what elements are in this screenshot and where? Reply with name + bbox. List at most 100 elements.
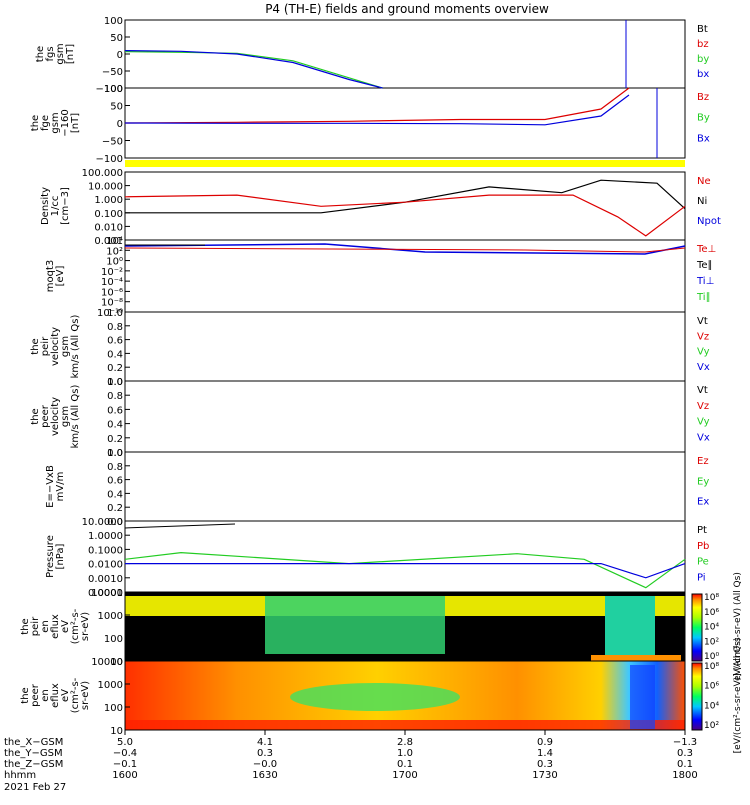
- x-tick-label: 0.3: [677, 748, 693, 759]
- legend-density-Ni: Ni: [697, 196, 707, 207]
- y-axis-label-peer_spec: eflux: [50, 683, 61, 708]
- panel-frame-density: [124, 171, 686, 241]
- y-axis-label-peer_spec: eV: [60, 689, 71, 702]
- x-tick-label: 1700: [392, 770, 417, 781]
- panel-frame-efield: [124, 451, 686, 522]
- colorbar-peer-tick: 10⁸: [704, 662, 719, 672]
- x-tick-label: 0.3: [537, 759, 553, 770]
- legend-fgs-bx: bx: [697, 69, 709, 80]
- y-axis-label-peer_vel: velocity: [50, 397, 61, 436]
- legend-peer_vel-Vx: Vx: [697, 432, 710, 443]
- series-line-fge-Bz: [124, 87, 630, 124]
- y-axis-label-fge: fge: [40, 115, 51, 131]
- y-axis-label-pressure: Pressure: [45, 535, 56, 578]
- legend-fgs-by: by: [697, 54, 709, 65]
- y-tick-label-peir_vel: 1.0: [107, 308, 123, 319]
- series-line-pressure-Pi: [125, 562, 686, 579]
- colorbar-peir-tick: 10²: [704, 637, 719, 647]
- y-tick-label-temp: 10⁴: [106, 236, 123, 247]
- y-tick-label-pressure: 0.0100: [88, 560, 123, 571]
- series-line-pressure-Pt: [124, 523, 236, 529]
- y-tick-label-peer_vel: 0.2: [107, 434, 123, 445]
- legend-temp-Ti∥: Ti∥: [696, 292, 711, 303]
- y-axis-label-peer_vel: the: [30, 408, 41, 424]
- y-tick-label-fge: 50: [110, 102, 123, 113]
- y-tick-label-temp: 10⁻²: [101, 267, 123, 278]
- x-tick-label: 1600: [112, 770, 137, 781]
- x-tick-label: 0.1: [677, 759, 693, 770]
- y-axis-label-density: Density: [40, 187, 51, 225]
- legend-fge-By: By: [697, 113, 710, 124]
- series-line-fgs-by: [124, 51, 383, 89]
- legend-fgs-Bt: Bt: [697, 24, 708, 35]
- y-tick-label-peir_vel: 0.6: [107, 336, 123, 347]
- y-axis-label-peir_spec: en: [40, 620, 51, 633]
- y-axis-label-peir_vel: km/s (All Qs): [70, 315, 81, 379]
- colorbar-peir-tick: 10⁶: [704, 608, 719, 618]
- panel-frame-peer_vel: [124, 380, 686, 453]
- legend-peer_vel-Vz: Vz: [697, 401, 709, 412]
- peer-spectrogram-cusp-region: [630, 665, 655, 729]
- y-axis-label-peir_spec: the: [20, 618, 31, 634]
- legend-peir_vel-Vy: Vy: [697, 347, 710, 358]
- series-line-temp-Te: [124, 247, 686, 253]
- series-line-density-Ne: [124, 194, 686, 237]
- y-axis-label-fge: gsm: [50, 112, 61, 133]
- y-axis-label-density: [cm−3]: [60, 187, 71, 225]
- y-tick-label-temp: 10⁻⁸: [101, 298, 123, 309]
- y-axis-label-fgs: [nT]: [65, 44, 76, 64]
- colorbar-peir-tick: 10⁴: [704, 623, 719, 633]
- y-axis-label-fge: −160: [60, 109, 71, 136]
- y-tick-label-peir_vel: 0.4: [107, 349, 123, 360]
- y-axis-label-fge: [nT]: [70, 113, 81, 133]
- legend-peir_vel-Vz: Vz: [697, 331, 709, 342]
- y-tick-label-density: 0.100: [94, 209, 123, 220]
- x-tick-label: 2.8: [397, 737, 413, 748]
- y-tick-label-efield: 1.0: [107, 448, 123, 459]
- y-tick-label-peer_spec: 10: [110, 726, 123, 737]
- y-axis-label-temp: [eV]: [55, 266, 66, 287]
- plot-title: P4 (TH-E) fields and ground moments over…: [265, 2, 549, 16]
- y-tick-label-pressure: 0.0010: [88, 574, 123, 585]
- series-line-fgs-bx: [124, 50, 383, 89]
- y-axis-label-density: 1/cc: [50, 196, 61, 217]
- colorbar-peir-tick: 10⁸: [704, 593, 719, 603]
- peir-spectrogram-cusp-region: [605, 596, 655, 660]
- y-axis-label-peer_spec: peer: [30, 683, 41, 707]
- y-axis-label-peir_spec: eflux: [50, 614, 61, 639]
- y-axis-label-peer_spec: (cm²-s-: [70, 677, 81, 713]
- peer-spectrogram-low-energy-band: [125, 720, 685, 730]
- legend-peer_vel-Vy: Vy: [697, 417, 710, 428]
- x-tick-label: 0.3: [257, 748, 273, 759]
- y-axis-label-peir_vel: gsm: [60, 336, 71, 357]
- colorbar-peer-tick: 10⁴: [704, 701, 719, 711]
- y-tick-label-peer_vel: 1.0: [107, 377, 123, 388]
- legend-fgs-bz: bz: [697, 39, 709, 50]
- peir-spectrogram-mid-flux-region: [265, 596, 445, 654]
- x-axis-row-label: hhmm: [4, 770, 36, 781]
- x-tick-label: 0.1: [397, 759, 413, 770]
- y-tick-label-peir_spec: 10000: [91, 588, 123, 599]
- y-tick-label-density: 0.010: [94, 222, 123, 233]
- x-tick-label: −1.3: [673, 737, 697, 748]
- legend-temp-Te∥: Te∥: [696, 260, 713, 271]
- legend-temp-Te⊥: Te⊥: [696, 244, 716, 255]
- y-axis-label-fgs: gsm: [55, 43, 66, 64]
- y-tick-label-pressure: 1.0000: [88, 531, 123, 542]
- colorbar-peer: [691, 662, 703, 731]
- y-tick-label-pressure: 0.0001: [88, 588, 123, 599]
- y-axis-label-peir_spec: peir: [30, 616, 41, 636]
- x-tick-label: 0.9: [537, 737, 553, 748]
- legend-peer_vel-Vt: Vt: [697, 385, 708, 396]
- colorbar-peer-tick: 10²: [704, 721, 719, 731]
- y-tick-label-efield: 0.8: [107, 462, 123, 473]
- y-tick-label-temp: 10²: [106, 246, 123, 257]
- y-axis-label-peer_vel: gsm: [60, 406, 71, 427]
- y-axis-label-peir_vel: the: [30, 338, 41, 354]
- y-tick-label-density: 10.000: [88, 182, 123, 193]
- y-tick-label-density: 1.000: [94, 195, 123, 206]
- y-axis-label-efield: mV/m: [55, 472, 66, 502]
- y-tick-label-fgs: −50: [102, 67, 123, 78]
- y-tick-label-density: 0.001: [94, 236, 123, 247]
- y-axis-label-peir_spec: eV: [60, 620, 71, 633]
